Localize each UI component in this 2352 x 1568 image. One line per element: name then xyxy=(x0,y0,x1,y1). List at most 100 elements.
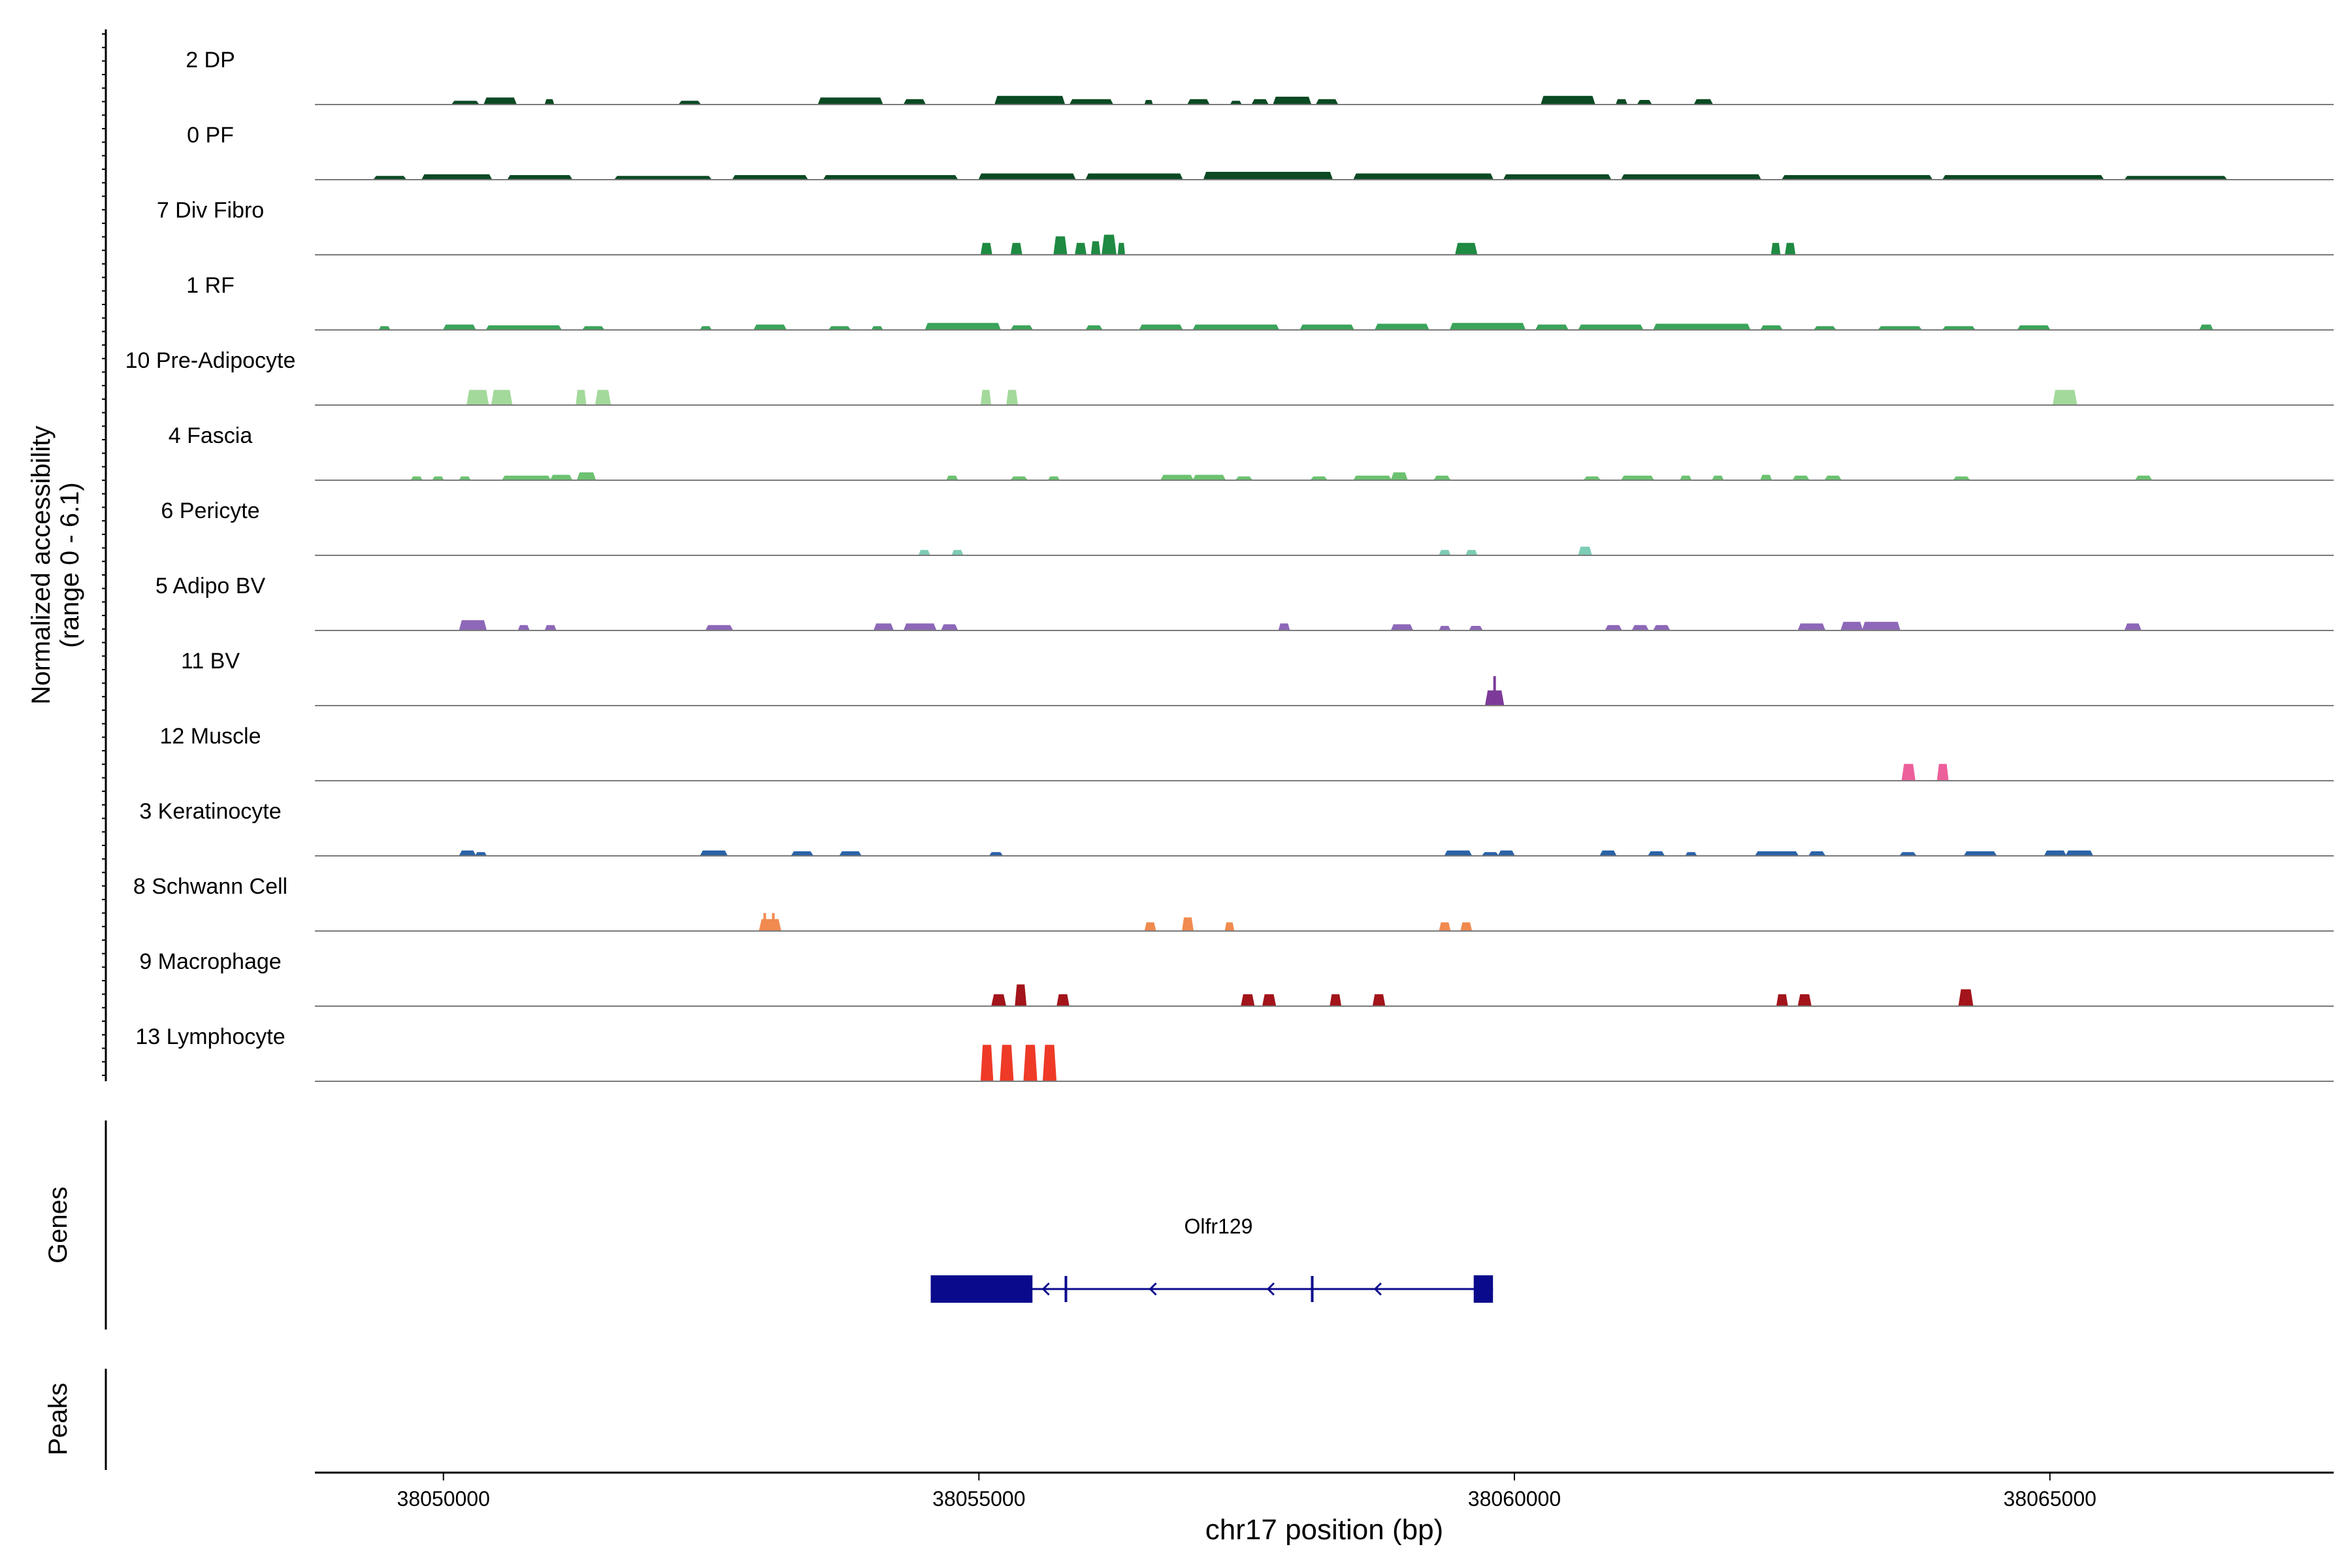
gene-exon xyxy=(930,1275,1033,1303)
coverage-peak xyxy=(1273,97,1312,105)
y-axis-sublabel: (range 0 - 6.1) xyxy=(56,482,84,647)
track-label: 11 BV xyxy=(181,649,240,674)
coverage-peak xyxy=(483,97,517,105)
coverage-peak xyxy=(2124,623,2142,631)
coverage-peak xyxy=(1578,324,1644,331)
coverage-peak xyxy=(1074,242,1087,255)
coverage-peak xyxy=(903,99,926,105)
coverage-peak xyxy=(1042,1045,1057,1082)
coverage-peak xyxy=(1160,474,1194,481)
track-6: 4 Fascia xyxy=(169,423,2334,481)
coverage-peak xyxy=(1784,242,1796,255)
coverage-peak xyxy=(1652,323,1751,331)
coverage-peak xyxy=(1615,99,1628,105)
gene-strand-arrow xyxy=(1266,1282,1275,1296)
coverage-peak xyxy=(1449,323,1526,331)
coverage-peak xyxy=(1241,994,1255,1007)
coverage-peak xyxy=(2052,389,2078,406)
track-2: 0 PF xyxy=(187,123,2334,180)
coverage-peak xyxy=(1251,99,1269,105)
x-tick-label: 38065000 xyxy=(2003,1487,2096,1511)
gene-exon xyxy=(1473,1275,1494,1303)
coverage-peak xyxy=(1138,324,1184,331)
gene-exon xyxy=(1064,1276,1068,1302)
coverage-peak xyxy=(491,389,513,406)
coverage-peak xyxy=(595,389,612,406)
coverage-peak xyxy=(1374,323,1429,331)
coverage-peak xyxy=(549,474,573,481)
coverage-peak xyxy=(1631,625,1650,631)
coverage-peak xyxy=(1503,174,1612,180)
coverage-peak xyxy=(1465,549,1478,556)
coverage-peak xyxy=(2065,850,2094,857)
track-label: 13 Lymphocyte xyxy=(135,1024,285,1049)
coverage-peak xyxy=(1454,242,1478,255)
coverage-peak xyxy=(1958,989,1974,1007)
track-label: 10 Pre-Adipocyte xyxy=(125,348,296,373)
coverage-peak xyxy=(1144,922,1156,932)
track-12: 8 Schwann Cell xyxy=(133,874,2334,932)
coverage-peak xyxy=(1497,850,1516,857)
coverage-peak xyxy=(544,625,557,631)
coverage-peak xyxy=(1759,474,1772,481)
coverage-peak xyxy=(1861,621,1901,631)
coverage-peak xyxy=(1186,99,1211,105)
coverage-peak xyxy=(1936,764,1949,781)
coverage-peak xyxy=(1599,850,1617,857)
coverage-peak xyxy=(951,549,964,556)
coverage-peak xyxy=(873,623,894,631)
coverage-peak xyxy=(1203,172,1333,180)
track-1: 2 DP xyxy=(186,48,2334,105)
track-label: 6 Pericyte xyxy=(161,498,259,523)
coverage-peak xyxy=(421,174,493,180)
coverage-peak xyxy=(1006,389,1019,406)
coverage-peak xyxy=(1010,242,1022,255)
coverage-peak xyxy=(1278,623,1290,631)
track-label: 4 Fascia xyxy=(169,423,253,448)
x-tick-label: 38055000 xyxy=(932,1487,1025,1511)
coverage-peak xyxy=(1439,549,1451,556)
track-label: 2 DP xyxy=(186,48,235,73)
coverage-peak xyxy=(903,623,937,631)
track-label: 3 Keratinocyte xyxy=(139,799,281,824)
coverage-peak xyxy=(1540,95,1595,105)
coverage-peak xyxy=(1901,764,1916,781)
gene-strand-arrow xyxy=(1041,1282,1050,1296)
coverage-peak xyxy=(1053,236,1068,255)
track-10: 12 Muscle xyxy=(160,724,2334,781)
coverage-peak xyxy=(1797,623,1826,631)
coverage-peak xyxy=(1085,173,1183,180)
coverage-peak xyxy=(705,625,734,631)
gene-track: Olfr129 xyxy=(930,1215,1494,1303)
track-label: 7 Div Fibro xyxy=(157,198,264,223)
coverage-peak xyxy=(1693,99,1714,105)
coverage-peak xyxy=(1023,1045,1037,1082)
coverage-peak xyxy=(1299,324,1355,331)
coverage-peak xyxy=(1000,1045,1014,1082)
track-label: 9 Macrophage xyxy=(139,949,281,974)
coverage-peak xyxy=(1620,174,1762,180)
track-13: 9 Macrophage xyxy=(139,949,2334,1007)
coverage-peak xyxy=(1224,922,1235,932)
track-3: 7 Div Fibro xyxy=(157,198,2334,255)
coverage-peak xyxy=(978,173,1077,180)
y-axis xyxy=(102,29,107,1081)
track-7: 6 Pericyte xyxy=(161,498,2334,556)
coverage-peak xyxy=(1056,994,1070,1007)
coverage-peak xyxy=(544,99,555,105)
coverage-peak xyxy=(576,472,596,481)
coverage-peak xyxy=(1117,242,1126,255)
coverage-peak xyxy=(1771,242,1781,255)
coverage-peak xyxy=(1372,994,1386,1007)
coverage-peak xyxy=(1652,625,1671,631)
coverage-peak xyxy=(1192,324,1280,331)
genes-panel-label: Genes xyxy=(44,1186,73,1264)
coverage-peak xyxy=(994,95,1066,105)
coverage-peak xyxy=(980,389,992,406)
coverage-peak xyxy=(1840,621,1863,631)
coverage-peak xyxy=(1090,241,1101,255)
coverage-peak xyxy=(1315,99,1339,105)
coverage-peak xyxy=(1192,474,1226,481)
gene-name: Olfr129 xyxy=(1184,1215,1253,1238)
